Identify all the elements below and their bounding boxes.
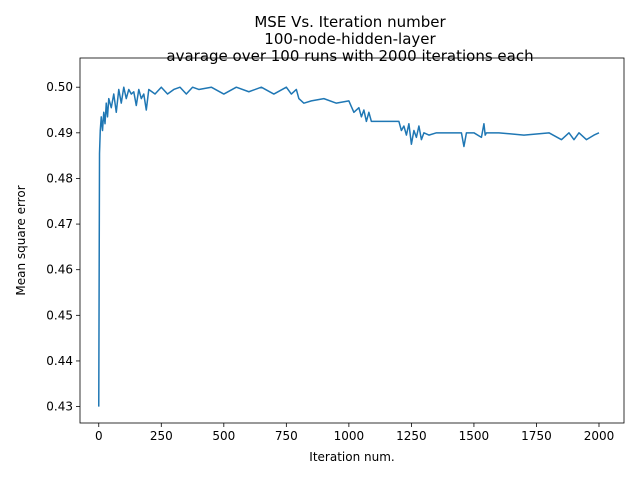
x-tick-label: 1750: [521, 429, 552, 443]
x-tick-label: 1250: [396, 429, 427, 443]
y-tick-label: 0.50: [46, 80, 73, 94]
x-tick-label: 2000: [584, 429, 615, 443]
x-tick-label: 750: [275, 429, 298, 443]
y-axis-label: Mean square error: [14, 185, 28, 295]
y-tick-label: 0.49: [46, 126, 73, 140]
y-tick-label: 0.45: [46, 308, 73, 322]
chart-title-line-1: MSE Vs. Iteration number: [254, 13, 446, 31]
y-tick-label: 0.47: [46, 217, 73, 231]
y-tick-label: 0.44: [46, 354, 73, 368]
x-tick-label: 1500: [459, 429, 490, 443]
x-tick-label: 500: [212, 429, 235, 443]
y-tick-label: 0.46: [46, 263, 73, 277]
chart-title-line-3: avarage over 100 runs with 2000 iteratio…: [166, 47, 533, 65]
y-tick-label: 0.43: [46, 400, 73, 414]
y-axis-ticks: 0.43 0.44 0.45 0.46 0.47 0.48 0.49 0.50: [46, 80, 80, 414]
x-axis-ticks: 0 250 500 750 1000 1250 1500 1750 2000: [95, 423, 614, 443]
chart-title: MSE Vs. Iteration number100-node-hidden-…: [166, 13, 533, 65]
x-tick-label: 0: [95, 429, 103, 443]
series-line-mse: [98, 86, 600, 407]
x-tick-label: 1000: [334, 429, 365, 443]
x-axis-label: Iteration num.: [309, 450, 394, 464]
y-tick-label: 0.48: [46, 171, 73, 185]
x-tick-label: 250: [150, 429, 173, 443]
chart-title-line-2: 100-node-hidden-layer: [264, 30, 436, 48]
plot-area-frame: [79, 57, 625, 424]
